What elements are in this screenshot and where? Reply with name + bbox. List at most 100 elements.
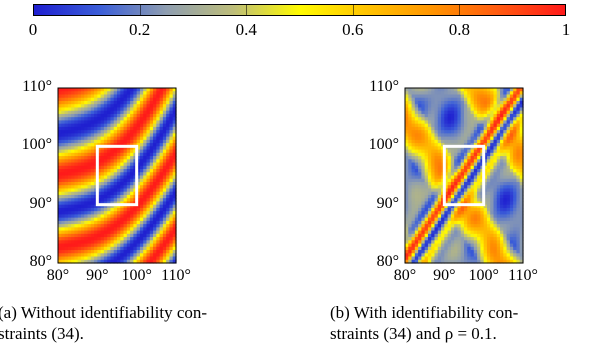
heatmap-cell [427,159,432,164]
heatmap-cell [113,113,118,118]
heatmap-cell [71,113,75,118]
heatmap-cell [496,178,501,183]
heatmap-cell [169,233,174,238]
heatmap-cell [457,169,462,173]
heatmap-cell [421,162,426,167]
heatmap-cell [74,233,79,238]
heatmap-cell [143,181,148,186]
heatmap-cell [447,230,452,235]
heatmap-cell [457,133,462,138]
heatmap-cell [509,94,514,99]
heatmap-cell [110,91,115,96]
heatmap-cell [444,152,449,157]
heatmap-cell [172,194,177,199]
heatmap-cell [477,130,481,134]
heatmap-cell [411,120,416,125]
heatmap-cell [103,130,108,134]
heatmap-cell [431,194,436,199]
heatmap-cell [146,185,151,190]
heatmap-cell [107,178,112,183]
heatmap-cell [483,165,488,170]
heatmap-cell [146,146,151,151]
heatmap-cell [61,136,66,141]
heatmap-cell [441,133,445,138]
heatmap-cell [77,230,82,235]
heatmap-cell [424,175,429,180]
heatmap-cell [467,117,472,122]
heatmap-cell [130,243,134,248]
heatmap-field [57,87,177,264]
heatmap-cell [113,194,118,199]
heatmap-cell [169,191,174,196]
heatmap-cell [162,185,167,190]
heatmap-cell [467,243,472,248]
heatmap-cell [506,143,511,147]
heatmap-cell [519,165,524,170]
heatmap-cell [71,156,75,160]
heatmap-cell [126,240,131,245]
heatmap-cell [441,243,445,248]
heatmap-cell [146,237,151,241]
heatmap-cell [450,113,455,118]
heatmap-cell [117,136,121,141]
heatmap-cell [457,107,462,112]
heatmap-cell [437,123,442,128]
heatmap-cell [444,204,449,209]
heatmap-cell [117,178,121,183]
heatmap-cell [424,194,429,199]
heatmap-cell [421,220,426,225]
heatmap-cell [427,156,432,160]
heatmap-cell [421,214,426,219]
heatmap-cell [126,220,131,225]
heatmap-cell [493,217,498,222]
heatmap-cell [500,211,504,215]
heatmap-cell [162,237,167,241]
heatmap-cell [427,107,432,112]
heatmap-cell [84,185,89,190]
heatmap-cell [67,224,72,228]
heatmap-cell [513,240,518,245]
heatmap-cell [117,250,121,254]
heatmap-cell [509,227,514,232]
heatmap-cell [503,224,508,228]
heatmap-cell [130,113,134,118]
heatmap-cell [103,97,108,102]
heatmap-cell [172,113,177,118]
heatmap-cell [519,113,524,118]
heatmap-cell [139,243,144,248]
heatmap-cell [71,88,75,92]
heatmap-cell [126,191,131,196]
heatmap-cell [94,97,98,102]
heatmap-cell [500,120,504,125]
heatmap-cell [126,123,131,128]
heatmap-cell [162,194,167,199]
heatmap-cell [477,88,481,92]
heatmap-cell [143,240,148,245]
heatmap-cell [156,259,161,264]
heatmap-cell [427,139,432,144]
heatmap-cell [113,204,118,209]
heatmap-cell [58,204,62,209]
heatmap-cell [110,162,115,167]
heatmap-cell [483,97,488,102]
heatmap-cell [117,146,121,151]
heatmap-cell [513,246,518,251]
heatmap-cell [156,136,161,141]
heatmap-cell [424,243,429,248]
heatmap-cell [434,204,439,209]
heatmap-cell [77,181,82,186]
heatmap-cell [496,139,501,144]
heatmap-cell [130,91,134,96]
heatmap-cell [473,88,478,92]
heatmap-cell [486,113,491,118]
heatmap-cell [123,207,128,212]
heatmap-cell [172,172,177,177]
heatmap-cell [506,240,511,245]
heatmap-cell [120,100,125,105]
heatmap-cell [166,123,171,128]
heatmap-cell [117,237,121,241]
heatmap-cell [500,194,504,199]
heatmap-cell [431,185,436,190]
heatmap-cell [74,220,79,225]
heatmap-cell [136,100,141,105]
